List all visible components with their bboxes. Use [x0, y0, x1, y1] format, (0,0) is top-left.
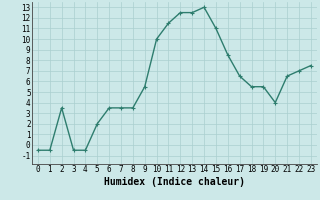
X-axis label: Humidex (Indice chaleur): Humidex (Indice chaleur): [104, 177, 245, 187]
